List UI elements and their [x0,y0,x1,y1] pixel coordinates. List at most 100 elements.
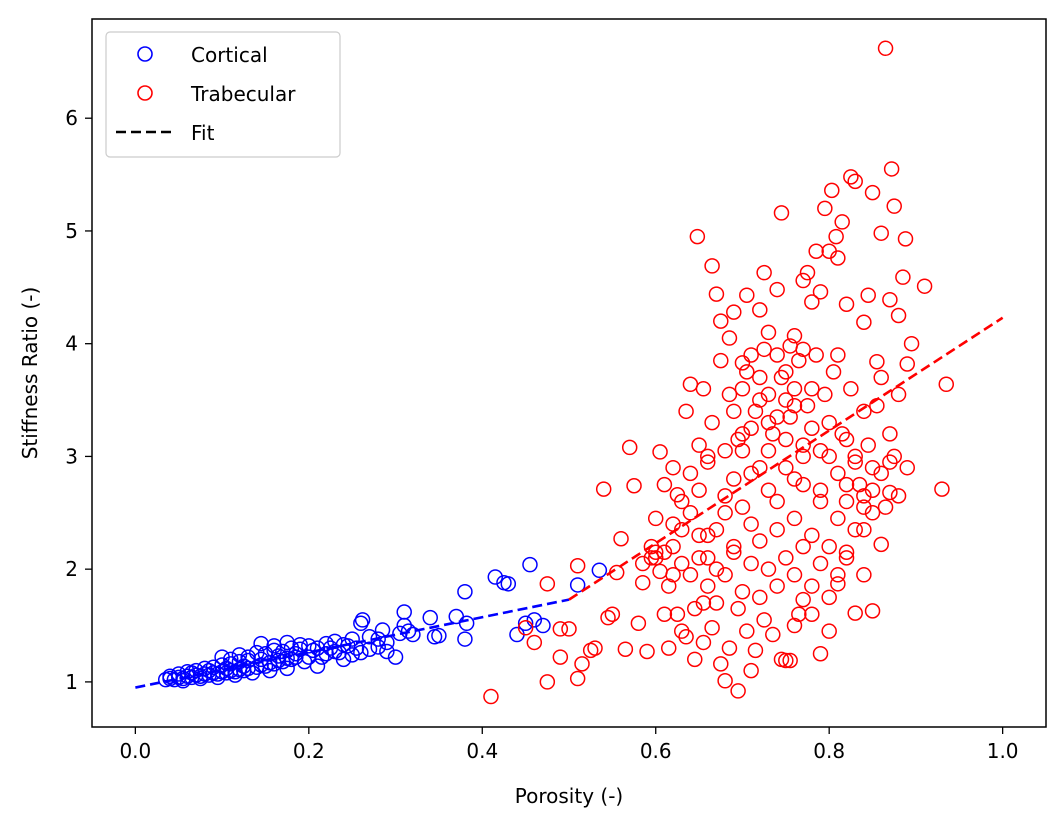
cortical-point [522,556,538,573]
trabecular-point [821,623,837,639]
trabecular-point [817,200,833,217]
trabecular-point [695,381,712,397]
x-tick-label: 0.2 [293,739,325,763]
trabecular-point [756,341,772,358]
trabecular-point [795,538,811,555]
trabecular-point [782,409,798,425]
trabecular-point [821,589,837,606]
cortical-point [175,673,191,689]
trabecular-point [877,40,894,57]
trabecular-point [830,576,846,592]
trabecular-point [713,313,729,329]
trabecular-point [812,645,829,662]
trabecular-fit-line [568,316,1004,601]
trabecular-point [747,403,764,420]
trabecular-point [769,347,785,363]
cortical-point [370,639,386,655]
trabecular-point [838,296,855,312]
trabecular-point [873,536,889,553]
trabecular-point [812,555,829,572]
trabecular-point [539,576,556,592]
trabecular-point [517,620,534,636]
trabecular-point [838,550,855,566]
trabecular-point [886,448,902,465]
legend-label-trabecular: Trabecular [190,82,296,106]
cortical-point [591,562,608,579]
x-tick-label: 0.0 [119,739,151,763]
cortical-point [569,577,586,593]
legend-label-cortical: Cortical [191,43,268,67]
trabecular-point [647,550,664,566]
trabecular-point [778,364,794,380]
trabecular-point [808,243,824,259]
trabecular-point [752,302,768,318]
cortical-point [526,612,543,628]
cortical-point [322,640,339,656]
trabecular-point [760,414,777,431]
trabecular-point [695,634,712,651]
trabecular-point [873,465,889,482]
trabecular-point [595,481,612,497]
trabecular-point [828,228,844,245]
trabecular-point [769,493,785,510]
trabecular-point [704,258,720,274]
trabecular-point [483,688,499,705]
trabecular-point [856,314,872,331]
cortical-point [517,615,534,632]
trabecular-point [882,291,898,308]
cortical-point [262,662,278,679]
trabecular-point [890,386,907,403]
trabecular-point [743,516,759,532]
trabecular-point [769,409,785,425]
trabecular-point [743,662,759,679]
trabecular-point [795,591,811,608]
trabecular-point [569,558,586,574]
trabecular-point [830,347,846,363]
trabecular-point [795,476,811,493]
trabecular-point [769,521,785,538]
cortical-fit-line [135,598,570,689]
trabecular-point [717,567,733,583]
trabecular-point [721,386,738,403]
trabecular-point [587,640,603,656]
trabecular-point [561,621,577,637]
trabecular-point [678,629,694,645]
trabecular-point [687,651,703,668]
trabecular-point [847,605,863,621]
cortical-point [354,612,371,628]
trabecular-point [812,443,829,459]
trabecular-point [739,287,755,303]
y-tick-label: 1 [65,670,78,694]
trabecular-point [856,567,872,583]
trabecular-point [713,352,729,369]
trabecular-point [791,352,807,369]
trabecular-point [830,510,846,527]
x-tick-label: 0.4 [466,739,498,763]
trabecular-point [838,493,855,510]
trabecular-point [786,617,803,634]
cortical-point [266,642,282,659]
trabecular-point [734,355,751,371]
trabecular-point [786,471,803,487]
trabecular-point [897,231,914,247]
cortical-point [292,636,308,653]
trabecular-point [856,403,872,420]
trabecular-point [739,364,755,380]
cortical-point [227,667,243,683]
trabecular-point [856,521,872,538]
points-layer [157,40,955,705]
trabecular-point [756,612,772,628]
trabecular-point [673,493,690,510]
cortical-point [457,583,473,600]
trabecular-point [669,606,686,623]
trabecular-point [747,642,764,659]
trabecular-point [617,641,634,657]
trabecular-point [890,307,907,324]
trabecular-point [574,656,590,672]
cortical-point [244,665,261,681]
y-tick-label: 2 [65,557,78,581]
trabecular-point [786,381,803,397]
trabecular-point [760,324,777,341]
trabecular-point [830,465,846,482]
trabecular-point [882,484,898,501]
